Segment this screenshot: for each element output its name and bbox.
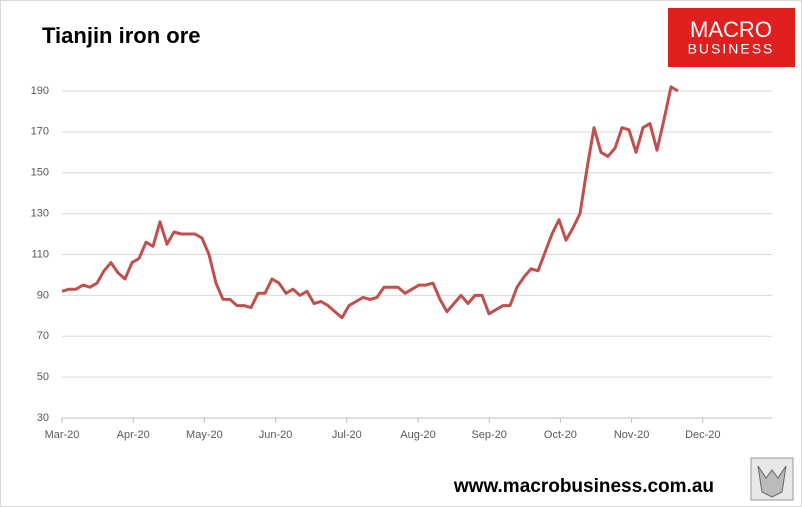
chart-title: Tianjin iron ore — [42, 23, 201, 48]
y-tick-label: 90 — [37, 289, 49, 301]
x-tick-label: Nov-20 — [614, 429, 649, 441]
y-tick-label: 150 — [31, 167, 49, 179]
x-tick-label: Sep-20 — [471, 429, 506, 441]
x-tick-label: Dec-20 — [685, 429, 720, 441]
logo-top: MACRO — [690, 17, 772, 42]
footer-url: www.macrobusiness.com.au — [453, 476, 714, 497]
x-tick-label: Mar-20 — [45, 429, 80, 441]
wolf-face — [757, 465, 787, 498]
x-tick-label: Apr-20 — [117, 429, 150, 441]
x-tick-label: Aug-20 — [400, 429, 435, 441]
y-tick-label: 190 — [31, 85, 49, 97]
y-tick-label: 170 — [31, 126, 49, 138]
logo-bottom: BUSINESS — [688, 41, 775, 57]
y-tick-label: 70 — [37, 330, 49, 342]
y-tick-label: 110 — [31, 248, 49, 260]
x-tick-label: Oct-20 — [544, 429, 577, 441]
x-tick-label: Jun-20 — [259, 429, 293, 441]
x-tick-label: Jul-20 — [332, 429, 362, 441]
price-line — [61, 85, 679, 320]
x-tick-label: May-20 — [186, 429, 223, 441]
y-tick-label: 50 — [37, 371, 49, 383]
y-tick-label: 130 — [31, 207, 49, 219]
y-tick-label: 30 — [37, 412, 49, 424]
logo-box — [668, 8, 795, 67]
